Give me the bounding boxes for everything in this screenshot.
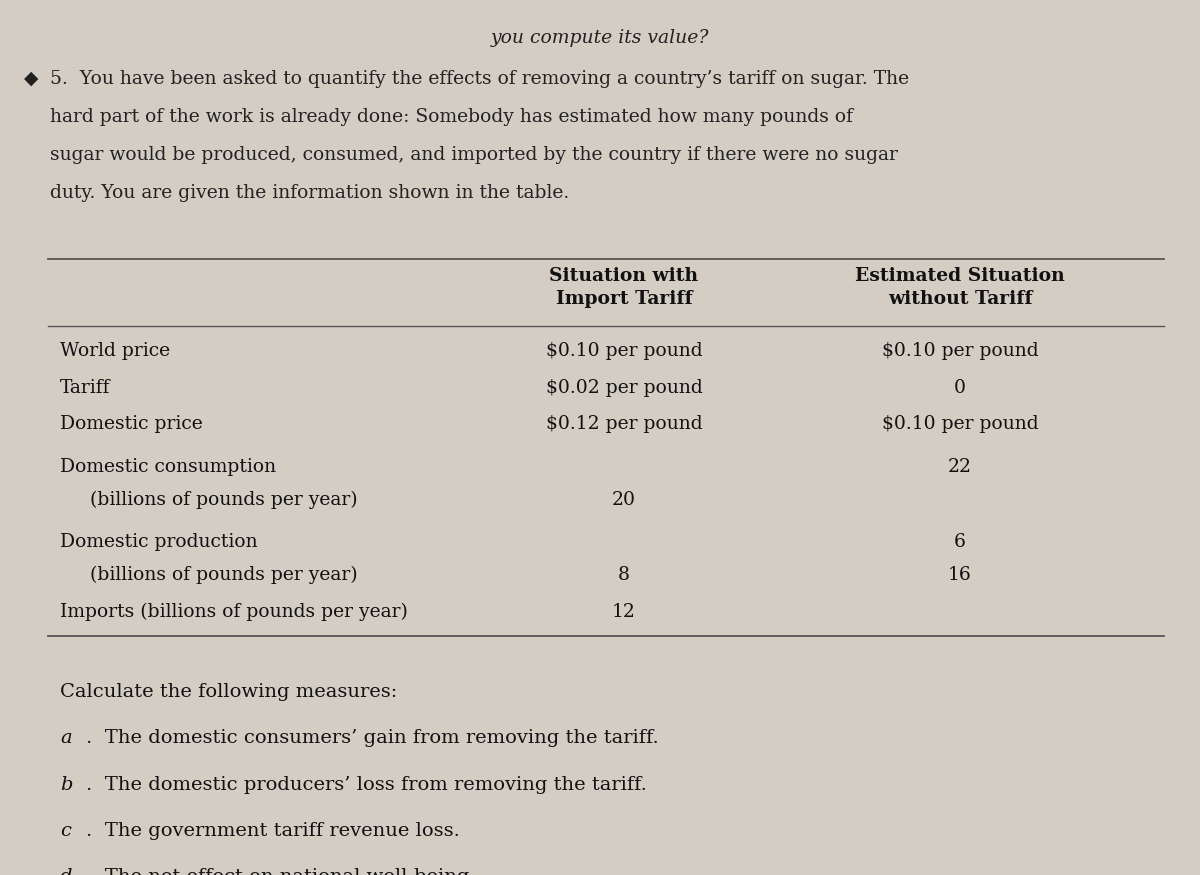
Text: ◆: ◆ [24, 70, 38, 88]
Text: $0.12 per pound: $0.12 per pound [546, 416, 702, 433]
Text: (billions of pounds per year): (billions of pounds per year) [90, 491, 358, 509]
Text: Situation with
Import Tariff: Situation with Import Tariff [550, 267, 698, 308]
Text: 22: 22 [948, 458, 972, 476]
Text: .  The domestic consumers’ gain from removing the tariff.: . The domestic consumers’ gain from remo… [86, 730, 659, 747]
Text: 12: 12 [612, 603, 636, 620]
Text: Domestic price: Domestic price [60, 416, 203, 433]
Text: (billions of pounds per year): (billions of pounds per year) [90, 566, 358, 584]
Text: $0.02 per pound: $0.02 per pound [546, 379, 702, 396]
Text: c: c [60, 822, 71, 840]
Text: Estimated Situation
without Tariff: Estimated Situation without Tariff [856, 267, 1064, 308]
Text: a: a [60, 730, 72, 747]
Text: .  The net effect on national well-being.: . The net effect on national well-being. [86, 868, 476, 875]
Text: Calculate the following measures:: Calculate the following measures: [60, 683, 397, 701]
Text: Tariff: Tariff [60, 379, 110, 396]
Text: 8: 8 [618, 566, 630, 584]
Text: 16: 16 [948, 566, 972, 584]
Text: World price: World price [60, 342, 170, 360]
Text: $0.10 per pound: $0.10 per pound [882, 416, 1038, 433]
Text: .  The domestic producers’ loss from removing the tariff.: . The domestic producers’ loss from remo… [86, 775, 647, 794]
Text: $0.10 per pound: $0.10 per pound [546, 342, 702, 360]
Text: 6: 6 [954, 533, 966, 551]
Text: sugar would be produced, consumed, and imported by the country if there were no : sugar would be produced, consumed, and i… [50, 146, 899, 164]
Text: Domestic consumption: Domestic consumption [60, 458, 276, 476]
Text: Imports (billions of pounds per year): Imports (billions of pounds per year) [60, 603, 408, 621]
Text: hard part of the work is already done: Somebody has estimated how many pounds of: hard part of the work is already done: S… [50, 108, 853, 126]
Text: duty. You are given the information shown in the table.: duty. You are given the information show… [50, 184, 570, 202]
Text: .  The government tariff revenue loss.: . The government tariff revenue loss. [86, 822, 461, 840]
Text: d: d [60, 868, 72, 875]
Text: $0.10 per pound: $0.10 per pound [882, 342, 1038, 360]
Text: b: b [60, 775, 72, 794]
Text: 0: 0 [954, 379, 966, 396]
Text: 20: 20 [612, 491, 636, 508]
Text: Domestic production: Domestic production [60, 533, 258, 551]
Text: you compute its value?: you compute its value? [491, 29, 709, 47]
Text: 5.  You have been asked to quantify the effects of removing a country’s tariff o: 5. You have been asked to quantify the e… [50, 70, 910, 88]
